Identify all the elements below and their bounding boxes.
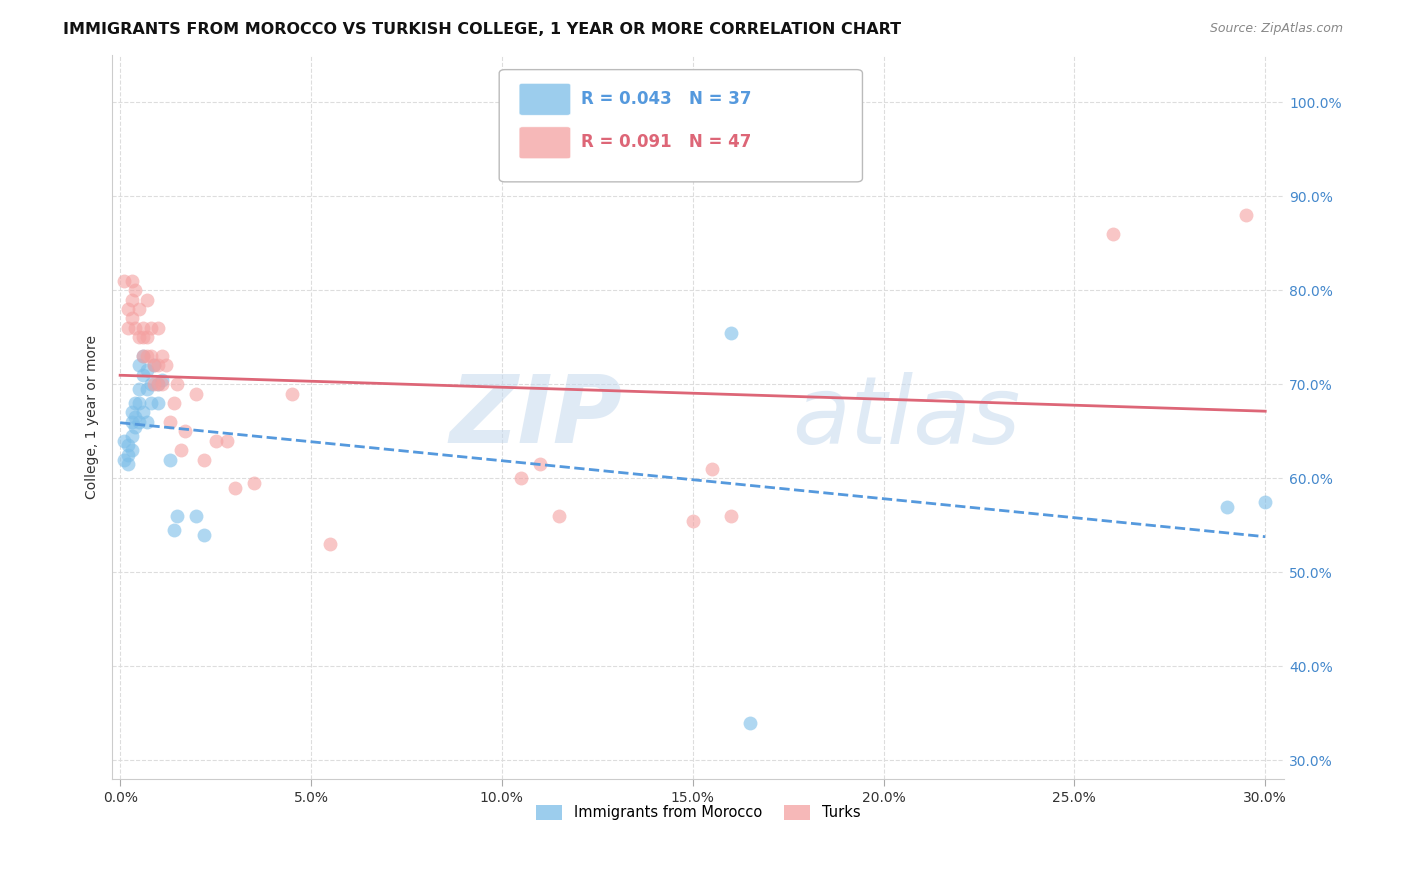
Point <box>150 377 173 392</box>
Point <box>124 283 146 297</box>
Point <box>139 396 162 410</box>
Point <box>132 349 155 363</box>
Text: R = 0.043   N = 37: R = 0.043 N = 37 <box>581 89 752 108</box>
Point <box>128 330 150 344</box>
Point <box>720 508 742 523</box>
Point <box>128 301 150 316</box>
Point <box>700 462 723 476</box>
Point <box>170 443 193 458</box>
Point <box>121 429 143 443</box>
Point <box>112 452 135 467</box>
Point <box>143 359 166 373</box>
Point <box>135 349 157 363</box>
Text: IMMIGRANTS FROM MOROCCO VS TURKISH COLLEGE, 1 YEAR OR MORE CORRELATION CHART: IMMIGRANTS FROM MOROCCO VS TURKISH COLLE… <box>63 22 901 37</box>
Point <box>738 715 761 730</box>
FancyBboxPatch shape <box>499 70 862 182</box>
Point <box>1216 500 1239 514</box>
Point <box>242 476 264 491</box>
Point <box>121 405 143 419</box>
Point <box>121 274 143 288</box>
Point <box>215 434 238 448</box>
FancyBboxPatch shape <box>519 83 571 115</box>
Point <box>143 377 166 392</box>
Point <box>132 330 155 344</box>
Point <box>150 373 173 387</box>
Point <box>135 415 157 429</box>
Point <box>162 396 184 410</box>
Point <box>121 415 143 429</box>
Point <box>150 349 173 363</box>
Point <box>135 293 157 307</box>
Text: ZIP: ZIP <box>450 371 623 463</box>
Point <box>117 301 139 316</box>
Point <box>139 321 162 335</box>
Point <box>124 419 146 434</box>
Point <box>128 415 150 429</box>
Point <box>135 382 157 396</box>
Point <box>319 537 342 551</box>
Point <box>124 396 146 410</box>
Legend: Immigrants from Morocco, Turks: Immigrants from Morocco, Turks <box>530 799 866 826</box>
Point <box>132 349 155 363</box>
Point <box>204 434 226 448</box>
Point <box>148 359 170 373</box>
Point <box>148 377 170 392</box>
Point <box>117 321 139 335</box>
Point <box>155 359 177 373</box>
Point <box>128 396 150 410</box>
Point <box>159 415 181 429</box>
Point <box>132 321 155 335</box>
Point <box>117 438 139 452</box>
Point <box>159 452 181 467</box>
Point <box>117 448 139 462</box>
Text: Source: ZipAtlas.com: Source: ZipAtlas.com <box>1209 22 1343 36</box>
Point <box>174 425 197 439</box>
Point <box>112 434 135 448</box>
Point <box>1234 208 1257 222</box>
Point <box>166 377 188 392</box>
Point <box>135 363 157 377</box>
Point <box>509 471 531 485</box>
Point <box>132 368 155 382</box>
Point <box>529 457 551 471</box>
FancyBboxPatch shape <box>519 127 571 159</box>
Point <box>148 396 170 410</box>
Point <box>548 508 571 523</box>
Point <box>139 377 162 392</box>
Point <box>224 481 246 495</box>
Point <box>143 359 166 373</box>
Point <box>121 293 143 307</box>
Point <box>281 386 304 401</box>
Point <box>121 311 143 326</box>
Point <box>193 452 215 467</box>
Text: R = 0.091   N = 47: R = 0.091 N = 47 <box>581 133 752 151</box>
Point <box>124 410 146 425</box>
Point <box>1101 227 1123 241</box>
Point <box>132 405 155 419</box>
Point <box>186 508 208 523</box>
Point <box>112 274 135 288</box>
Point <box>148 377 170 392</box>
Point <box>1254 495 1277 509</box>
Point <box>139 349 162 363</box>
Point <box>193 527 215 541</box>
Point <box>117 457 139 471</box>
Y-axis label: College, 1 year or more: College, 1 year or more <box>86 335 100 500</box>
Text: atlas: atlas <box>792 372 1021 463</box>
Point <box>128 359 150 373</box>
Point <box>124 321 146 335</box>
Point <box>682 514 704 528</box>
Point <box>720 326 742 340</box>
Point <box>121 443 143 458</box>
Point <box>148 321 170 335</box>
Point <box>128 382 150 396</box>
Point <box>162 523 184 537</box>
Point <box>186 386 208 401</box>
Point <box>166 508 188 523</box>
Point <box>135 330 157 344</box>
